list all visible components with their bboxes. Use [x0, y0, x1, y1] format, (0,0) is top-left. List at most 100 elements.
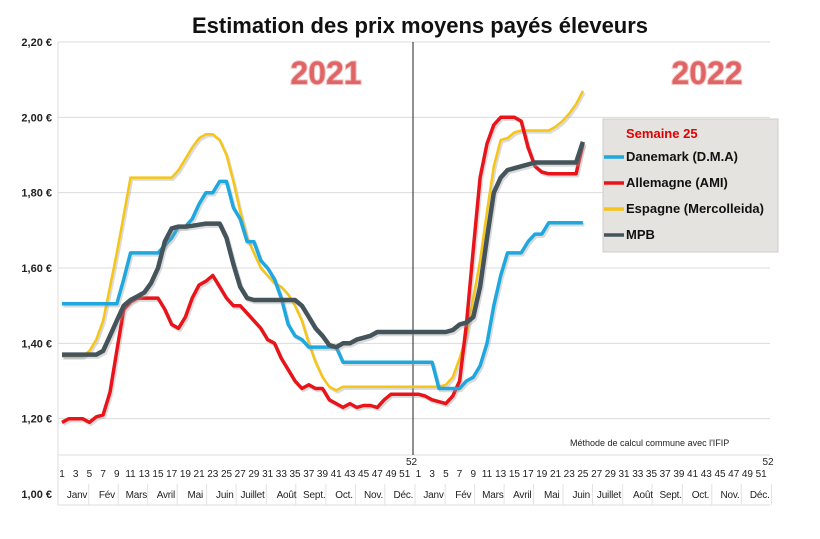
- week-tick-label: 39: [673, 469, 685, 480]
- legend: Semaine 25 Danemark (D.M.A) Allemagne (AM…: [602, 118, 779, 253]
- week-tick-label: 9: [114, 469, 120, 480]
- week-tick-label: 19: [536, 469, 548, 480]
- week-tick-label: 21: [194, 469, 206, 480]
- legend-label: Allemagne (AMI): [626, 175, 728, 190]
- month-label: Août: [277, 490, 297, 501]
- week-tick-label: 15: [509, 469, 521, 480]
- y-tick-label: 1,20 €: [21, 414, 52, 426]
- week-tick-label: 7: [457, 469, 463, 480]
- week-tick-label: 23: [564, 469, 576, 480]
- month-label: Oct.: [692, 490, 710, 501]
- week-tick-label: 49: [742, 469, 754, 480]
- week-tick-label: 11: [482, 469, 493, 480]
- week-tick-label: 25: [221, 469, 233, 480]
- week-tick-label: 51: [399, 469, 411, 480]
- week-tick-label: 45: [358, 469, 370, 480]
- week-tick-label: 39: [317, 469, 329, 480]
- week-tick-label: 21: [550, 469, 562, 480]
- month-label: Juillet: [597, 490, 622, 501]
- week-tick-label: 17: [166, 469, 178, 480]
- week-tick-label: 17: [523, 469, 535, 480]
- week-tick-label: 23: [207, 469, 219, 480]
- y-tick-label: 1,60 €: [21, 263, 52, 275]
- week-tick-label: 1: [59, 469, 65, 480]
- month-label: Nov.: [364, 490, 383, 501]
- series-line-danemark-d-m-a-: [62, 179, 583, 391]
- week-tick-label: 13: [139, 469, 151, 480]
- legend-label: MPB: [626, 227, 655, 242]
- week-tick-label: 31: [618, 469, 630, 480]
- week-tick-label: 43: [701, 469, 713, 480]
- week-tick-label: 27: [235, 469, 247, 480]
- year-label-2022: 2022: [671, 55, 742, 91]
- month-label: Mai: [544, 490, 560, 501]
- week-tick-label: 31: [262, 469, 274, 480]
- month-label: Mars: [482, 490, 504, 501]
- week-tick-label: 52: [762, 457, 774, 468]
- y-tick-label: 2,00 €: [21, 112, 52, 124]
- week-tick-label: 35: [646, 469, 658, 480]
- week-tick-label: 15: [152, 469, 164, 480]
- y-axis: 1,00 € 1,20 € 1,40 € 1,60 € 1,80 € 2,00 € 2,20…: [21, 37, 52, 501]
- week-tick-label: 45: [714, 469, 726, 480]
- series-line-espagne-mercolleida-: [62, 90, 585, 392]
- series-lines: [61, 90, 587, 427]
- y-tick-label: 1,80 €: [21, 188, 52, 200]
- chart-title: Estimation des prix moyens payés éleveur…: [192, 13, 648, 38]
- method-annotation: Méthode de calcul commune avec l'IFIP: [570, 438, 729, 448]
- gridlines: [57, 41, 772, 506]
- month-label: Juin: [216, 490, 234, 501]
- week-tick-label: 29: [605, 469, 617, 480]
- y-tick-label: 1,00 €: [21, 489, 52, 501]
- week-tick-label: 9: [470, 469, 476, 480]
- legend-box: [602, 118, 779, 253]
- month-label: Sept.: [303, 490, 325, 501]
- week-tick-label: 49: [385, 469, 397, 480]
- week-tick-label: 25: [577, 469, 589, 480]
- week-tick-label: 33: [632, 469, 644, 480]
- week-tick-label: 19: [180, 469, 192, 480]
- month-label: Oct.: [335, 490, 353, 501]
- week-tick-label: 47: [372, 469, 384, 480]
- month-label: Août: [633, 490, 653, 501]
- week-tick-label: 5: [87, 469, 93, 480]
- week-tick-label: 27: [591, 469, 603, 480]
- y-tick-label: 1,40 €: [21, 338, 52, 350]
- week-tick-label: 5: [443, 469, 449, 480]
- legend-label: Espagne (Mercolleida): [626, 201, 764, 216]
- month-label: Janv: [423, 490, 444, 501]
- week-tick-label: 3: [73, 469, 79, 480]
- month-label: Déc.: [750, 490, 770, 501]
- x-axis: 1 3 5 7 9 11 13 15 17 19 21 23 25 27 29 31 33 35 37 39 41 43 4…: [59, 457, 774, 501]
- week-tick-label: 52: [406, 457, 418, 468]
- week-tick-label: 29: [248, 469, 260, 480]
- month-label: Fév: [455, 490, 471, 501]
- week-tick-label: 33: [276, 469, 288, 480]
- week-tick-label: 47: [728, 469, 740, 480]
- week-tick-label: 51: [756, 469, 768, 480]
- week-tick-label: 41: [331, 469, 343, 480]
- month-label: Avril: [513, 490, 531, 501]
- series-line-mpb: [62, 141, 586, 357]
- week-tick-label: 11: [125, 469, 136, 480]
- series-shadow: [63, 181, 585, 393]
- legend-label: Danemark (D.M.A): [626, 149, 738, 164]
- week-tick-label: 1: [416, 469, 422, 480]
- month-label: Mars: [126, 490, 148, 501]
- week-tick-label: 37: [303, 469, 315, 480]
- month-label: Juillet: [240, 490, 265, 501]
- series-line-allemagne-ami-: [61, 115, 585, 425]
- week-tick-label: 7: [100, 469, 106, 480]
- week-tick-label: 41: [687, 469, 699, 480]
- legend-title: Semaine 25: [626, 126, 698, 141]
- week-tick-label: 43: [344, 469, 356, 480]
- month-label: Janv: [67, 490, 88, 501]
- y-tick-label: 2,20 €: [21, 37, 52, 49]
- week-tick-label: 13: [495, 469, 507, 480]
- month-label: Fév: [99, 490, 115, 501]
- month-label: Avril: [157, 490, 175, 501]
- year-label-2021: 2021: [290, 55, 361, 91]
- month-label: Juin: [572, 490, 590, 501]
- month-label: Déc.: [393, 490, 413, 501]
